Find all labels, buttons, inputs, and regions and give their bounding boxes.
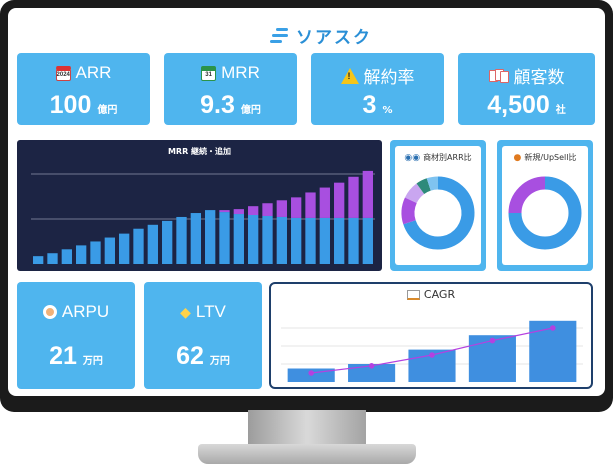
calendar-icon: 31	[201, 65, 217, 81]
person-icon: ●	[513, 152, 522, 163]
bar	[276, 216, 287, 264]
kpi-value: 4,500	[487, 91, 550, 119]
kpi-value: 3	[362, 91, 377, 119]
kpi-unit: 億円	[240, 105, 261, 116]
pie-slice	[403, 176, 475, 250]
line-point	[368, 363, 375, 369]
kpi-unit: 万円	[209, 356, 230, 367]
kpi-card-customers[interactable]: 顧客数 4,500 社	[458, 53, 595, 125]
logo-text: ソアスク	[296, 27, 372, 48]
warning-icon: !	[340, 67, 359, 84]
bar	[147, 224, 158, 264]
business-cards-icon	[488, 68, 509, 83]
chart-title: CAGR	[423, 288, 456, 301]
bar	[104, 237, 115, 264]
kpi-unit: 万円	[82, 356, 103, 367]
bar	[319, 217, 330, 264]
bar	[133, 228, 144, 264]
mrr-chart	[31, 170, 375, 264]
kpi-title: MRR	[221, 63, 260, 82]
bar	[348, 217, 359, 264]
donut-title: 新規/UpSell比	[524, 153, 577, 162]
bar	[348, 176, 359, 218]
dashboard-screen: ソアスク 2024 ARR 100 億円 31 MRR 9.3 億円 ! 解約率…	[8, 8, 605, 396]
kpi-card-ltv[interactable]: ◆ LTV 62 万円	[144, 282, 262, 389]
bar	[362, 217, 373, 264]
pie-slice	[401, 197, 417, 225]
kpi-value: 21	[49, 342, 77, 370]
bar	[305, 217, 316, 264]
kpi-title: LTV	[195, 302, 226, 321]
kpi-unit: 億円	[97, 105, 118, 116]
magnifier-icon	[42, 305, 57, 319]
line-point	[308, 370, 314, 376]
monitor-stand-base	[198, 444, 416, 464]
bar	[276, 200, 287, 217]
bar	[291, 217, 302, 264]
kpi-card-churn[interactable]: ! 解約率 3 %	[311, 53, 444, 125]
kpi-title: ARPU	[61, 302, 110, 321]
donut-card-product-arr[interactable]: ◉◉ 商材別ARR比	[390, 140, 486, 271]
donut-chart-product-arr	[401, 176, 475, 250]
kpi-unit: %	[382, 105, 393, 116]
bar	[219, 210, 230, 213]
bar	[47, 253, 58, 264]
calendar-icon: 2024	[55, 65, 71, 81]
monitor-stand-neck	[248, 410, 366, 446]
bar	[61, 249, 72, 264]
kpi-value: 62	[176, 342, 204, 370]
binoculars-icon: ◉◉	[404, 152, 421, 163]
logo-mark-icon	[270, 26, 290, 44]
pie-slice	[426, 176, 439, 191]
bar	[33, 256, 44, 264]
app-logo[interactable]: ソアスク	[270, 22, 372, 48]
pie-slice	[404, 183, 425, 204]
bar	[233, 209, 244, 215]
chart-board-icon	[406, 289, 420, 300]
bar	[205, 210, 216, 264]
bar	[162, 220, 173, 264]
pie-slice	[508, 176, 546, 214]
kpi-title: 解約率	[363, 68, 415, 87]
donut-title: 商材別ARR比	[423, 153, 472, 162]
bar	[334, 182, 345, 218]
bar	[248, 206, 259, 215]
donut-chart-new-upsell	[508, 176, 582, 250]
bar	[305, 192, 316, 218]
bar	[176, 216, 187, 264]
chart-title: MRR 継続・追加	[167, 147, 232, 156]
bar	[262, 215, 273, 264]
donut-card-new-upsell[interactable]: ● 新規/UpSell比	[497, 140, 593, 271]
bar	[362, 170, 373, 218]
cagr-chart	[281, 320, 583, 382]
kpi-unit: 社	[555, 105, 566, 116]
bar	[262, 203, 273, 216]
kpi-card-arpu[interactable]: ARPU 21 万円	[17, 282, 135, 389]
bar	[319, 187, 330, 218]
cagr-chart-panel[interactable]: CAGR	[269, 282, 593, 389]
bar	[291, 197, 302, 218]
bar	[90, 241, 101, 264]
pie-slice	[508, 176, 582, 250]
bar	[190, 213, 201, 264]
bar	[334, 217, 345, 264]
kpi-title: ARR	[75, 63, 112, 82]
line-point	[550, 325, 556, 331]
line-point	[429, 352, 435, 358]
gem-icon: ◆	[180, 303, 191, 320]
kpi-title: 顧客数	[513, 68, 565, 87]
kpi-card-arr[interactable]: 2024 ARR 100 億円	[17, 53, 150, 125]
bar	[119, 233, 130, 264]
bar	[233, 214, 244, 264]
bar	[248, 215, 259, 264]
kpi-card-mrr[interactable]: 31 MRR 9.3 億円	[164, 53, 297, 125]
kpi-value: 9.3	[200, 91, 235, 119]
pie-slice	[416, 178, 431, 195]
line-point	[489, 337, 496, 344]
kpi-value: 100	[49, 91, 92, 119]
bar	[348, 364, 396, 382]
mrr-chart-panel[interactable]: MRR 継続・追加	[17, 140, 382, 271]
bar	[76, 245, 87, 264]
bar	[219, 212, 230, 264]
